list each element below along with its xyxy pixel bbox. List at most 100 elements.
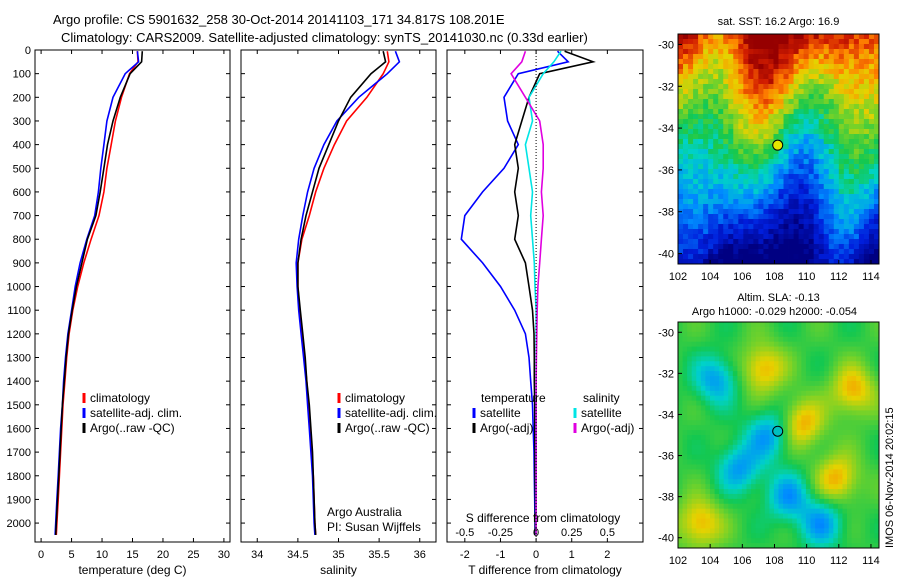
map-cell [738, 139, 744, 145]
map-cell [778, 219, 784, 225]
map-cell [833, 124, 840, 130]
map-cell [705, 356, 711, 362]
map-cell [813, 104, 820, 110]
map-cell [682, 380, 688, 387]
map-cell [798, 204, 805, 210]
map-cell [874, 454, 880, 460]
map-cell [700, 454, 706, 460]
map-cell [708, 209, 714, 215]
map-cell [738, 244, 744, 250]
map-cell [708, 214, 714, 220]
map-cell [783, 385, 789, 392]
map-cell [755, 449, 761, 456]
map-cell [783, 49, 789, 55]
map-cell [815, 400, 821, 406]
map-cell [863, 114, 870, 120]
map-cell [863, 169, 870, 175]
map-cell [718, 244, 724, 250]
map-cell [753, 99, 759, 105]
map-cell [858, 129, 865, 135]
map-cell [788, 189, 794, 195]
map-cell [719, 533, 725, 539]
map-cell [853, 224, 860, 230]
map-cell [723, 184, 729, 190]
map-cell [818, 239, 825, 245]
map-cell [858, 169, 865, 175]
map-cell [758, 184, 764, 190]
map-cell [764, 454, 770, 460]
map-cell [743, 64, 749, 70]
map-cell [728, 244, 734, 250]
map-cell [838, 84, 845, 90]
map-cell [851, 395, 857, 402]
map-cell [705, 469, 711, 475]
map-cell [773, 184, 779, 190]
map-cell [723, 179, 729, 185]
map-cell [768, 234, 774, 240]
map-cell [743, 189, 749, 195]
map-cell [778, 44, 784, 50]
map-cell [769, 405, 775, 411]
map-cell [733, 34, 739, 40]
map-cell [801, 331, 807, 338]
map-cell [796, 376, 802, 382]
map-cell [691, 498, 697, 505]
map-cell [833, 474, 839, 480]
map-cell [828, 523, 834, 529]
x2-tick-label: -0.5 [455, 527, 474, 539]
map-cell [788, 39, 794, 45]
map-cell [810, 538, 816, 544]
map-cell [843, 244, 850, 250]
map-cell [698, 84, 704, 90]
map-cell [869, 435, 875, 441]
map-cell [773, 444, 779, 451]
map-cell [860, 459, 866, 465]
map-cell [753, 199, 759, 205]
map-cell [769, 489, 775, 495]
map-cell [773, 523, 779, 529]
map-cell [709, 361, 715, 367]
map-cell [678, 361, 683, 367]
map-cell [796, 346, 802, 352]
map-cell [698, 224, 704, 230]
map-cell [783, 444, 789, 451]
map-cell [746, 351, 752, 357]
map-cell [828, 194, 835, 200]
map-cell [856, 405, 862, 411]
map-cell [874, 420, 880, 426]
map-cell [718, 49, 724, 55]
map-cell [798, 134, 805, 140]
map-cell [732, 508, 738, 515]
map-cell [803, 119, 810, 125]
map-cell [733, 114, 739, 120]
map-cell [728, 79, 734, 85]
map-cell [698, 209, 704, 215]
map-cell [803, 124, 810, 130]
map-cell [691, 518, 697, 524]
map-cell [837, 405, 843, 411]
map-cell [738, 254, 744, 260]
map-cell [709, 385, 715, 392]
map-cell [815, 366, 821, 372]
map-cell [678, 39, 684, 45]
map-cell [856, 400, 862, 406]
map-cell [824, 366, 830, 372]
map-cell [847, 405, 852, 411]
map-cell [758, 169, 764, 175]
map-cell [819, 361, 825, 367]
map-cell [678, 464, 683, 470]
map-cell [808, 114, 815, 120]
map-cell [823, 109, 830, 115]
map-cell [858, 224, 865, 230]
map-cell [828, 104, 835, 110]
map-cell [678, 44, 684, 50]
map-cell [805, 538, 811, 544]
map-cell [696, 400, 702, 406]
map-cell [873, 194, 880, 200]
map-cell [688, 144, 694, 150]
map-cell [714, 390, 720, 397]
map-cell [678, 439, 683, 446]
map-cell [709, 331, 715, 338]
map-cell [732, 479, 738, 485]
map-cell [787, 356, 793, 362]
